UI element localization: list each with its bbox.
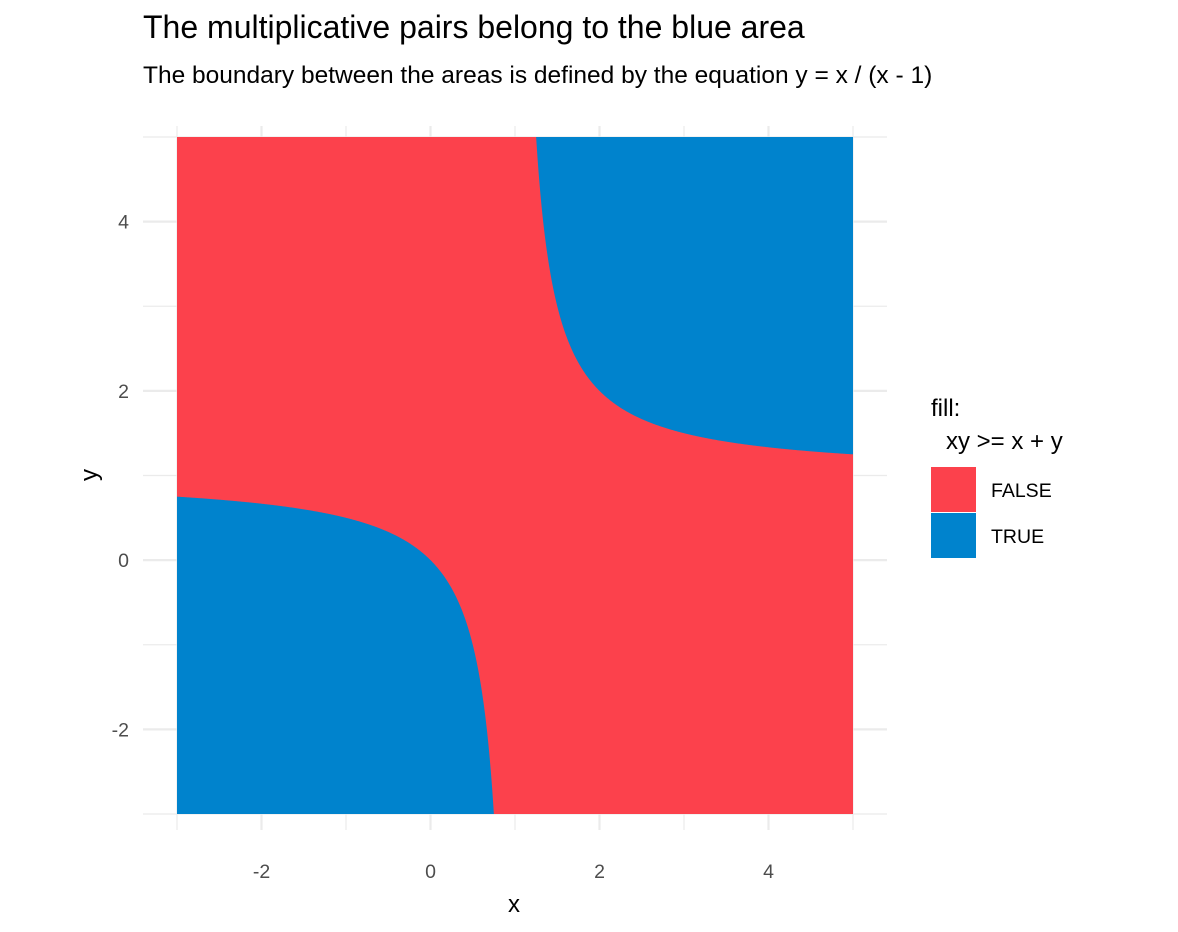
y-axis-ticks: -2 0 2 4 xyxy=(112,212,129,742)
legend-title-line1: fill: xyxy=(931,395,960,422)
legend-title-line2: xy >= x + y xyxy=(946,428,1063,455)
x-tick-label: 4 xyxy=(763,861,774,883)
y-tick-label: 4 xyxy=(118,212,129,234)
region-true-lower-left xyxy=(177,496,494,814)
plot-regions xyxy=(177,137,853,814)
y-tick-label: 2 xyxy=(118,381,129,403)
x-tick-label: 2 xyxy=(594,861,605,883)
region-true-upper-right xyxy=(536,137,853,455)
y-tick-label: 0 xyxy=(118,550,129,572)
y-tick-label: -2 xyxy=(112,719,129,741)
legend-key-true xyxy=(931,513,976,558)
chart-subtitle: The boundary between the areas is define… xyxy=(143,62,932,89)
legend-label-false: FALSE xyxy=(991,480,1052,502)
x-tick-label: -2 xyxy=(253,861,270,883)
x-axis-ticks: -2 0 2 4 xyxy=(253,861,774,883)
x-axis-title: x xyxy=(508,891,520,918)
legend-label-true: TRUE xyxy=(991,526,1044,548)
y-axis-title: y xyxy=(76,469,103,481)
chart-title: The multiplicative pairs belong to the b… xyxy=(143,9,805,45)
legend-key-false xyxy=(931,467,976,512)
legend: fill: xy >= x + y FALSE TRUE xyxy=(931,395,1063,558)
x-tick-label: 0 xyxy=(425,861,436,883)
